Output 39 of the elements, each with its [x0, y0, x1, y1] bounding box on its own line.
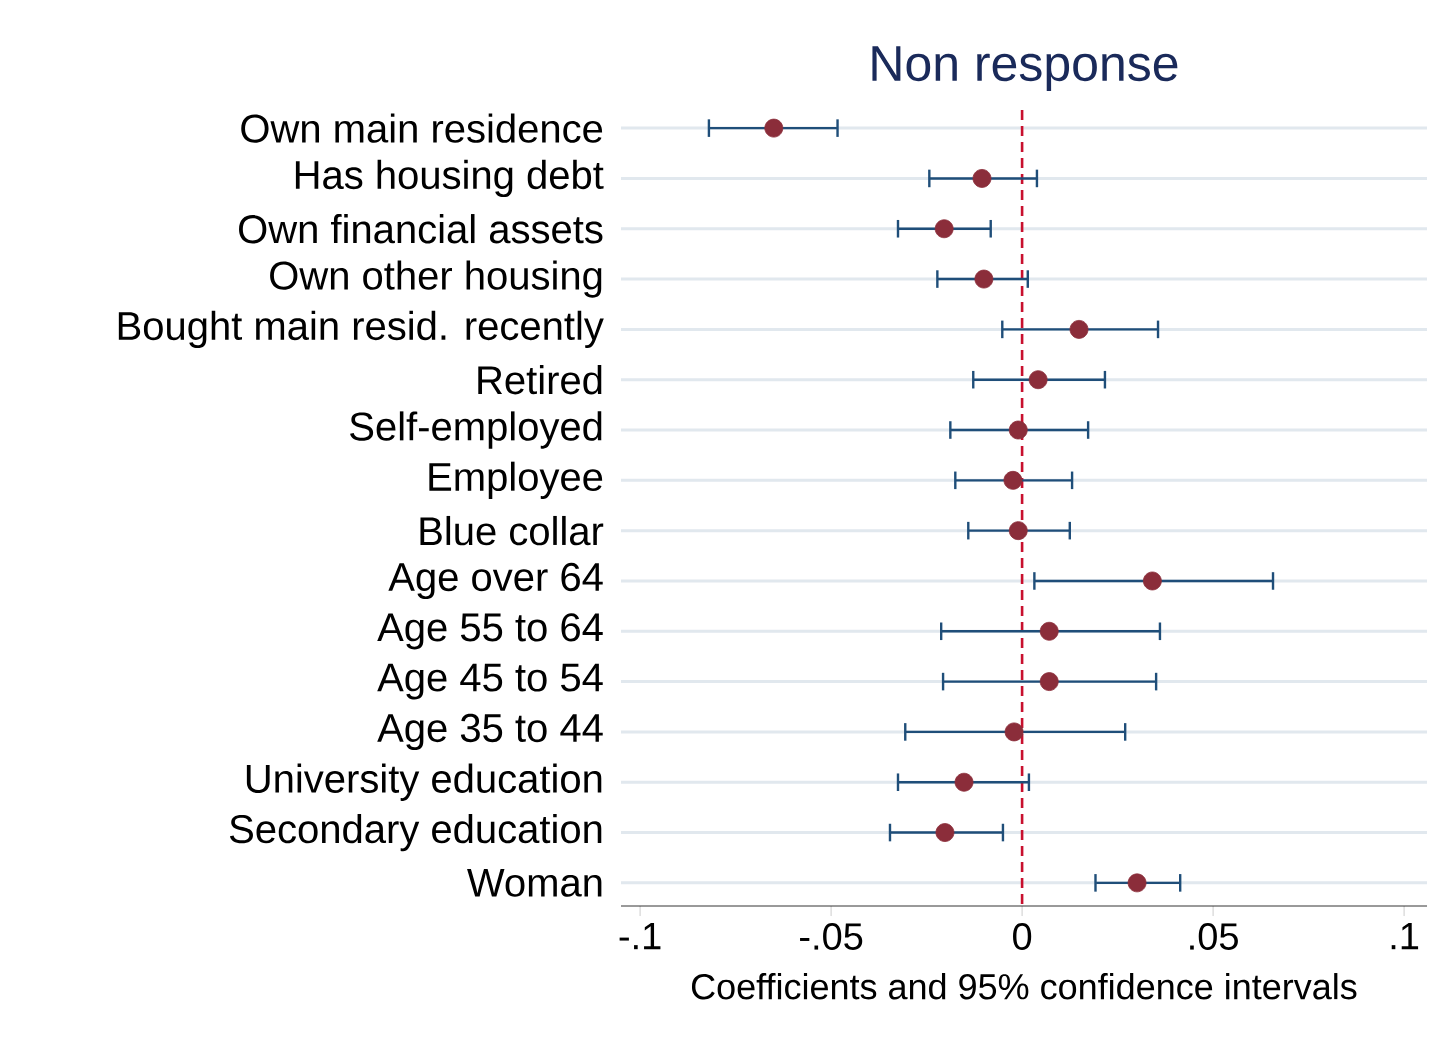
y-tick-label: Secondary education — [229, 813, 602, 852]
point — [1008, 521, 1028, 541]
x-tick-label: .05 — [1190, 923, 1238, 950]
point — [1003, 470, 1023, 490]
y-tick-label: University education — [246, 763, 602, 801]
y-tick-label: Age 55 to 64 — [377, 613, 603, 650]
point — [1028, 370, 1048, 390]
y-tick-label: Own financial assets — [239, 214, 603, 244]
y-tick-label: Age over 64 — [388, 562, 603, 600]
point — [934, 219, 954, 239]
y-tick-label: Own main residence — [241, 113, 603, 143]
y-tick-label: Retired — [478, 365, 602, 395]
chart-title: Non response — [872, 46, 1178, 92]
y-tick-label: Own other housing — [270, 260, 602, 298]
point — [972, 169, 992, 188]
y-tick-label: Woman — [467, 868, 602, 897]
y-tick-label: Self-employed — [350, 411, 602, 449]
point — [1039, 621, 1059, 641]
point — [1008, 420, 1028, 440]
x-tick-label: -.05 — [800, 923, 863, 950]
x-tick-label: .1 — [1391, 923, 1419, 950]
y-tick-label: Age 35 to 44 — [377, 713, 603, 751]
y-tick-label: Bought main resid. recently — [118, 310, 604, 349]
y-tick-label: Employee — [429, 461, 603, 499]
x-tick-label: 0 — [1013, 923, 1032, 950]
point — [1069, 319, 1089, 339]
y-tick-label: Blue collar — [420, 515, 604, 546]
y-tick-label: Has housing debt — [295, 159, 604, 198]
y-tick-label: Age 45 to 54 — [377, 663, 603, 700]
point — [1142, 571, 1162, 591]
point — [764, 118, 784, 138]
x-axis-title: Coefficients and 95% confidence intervals — [691, 973, 1357, 1000]
point — [974, 269, 994, 289]
point — [1127, 873, 1147, 893]
point — [1039, 672, 1059, 691]
x-tick-label: -.1 — [619, 923, 661, 950]
point — [954, 772, 974, 792]
point — [935, 823, 955, 842]
point — [1004, 722, 1024, 742]
